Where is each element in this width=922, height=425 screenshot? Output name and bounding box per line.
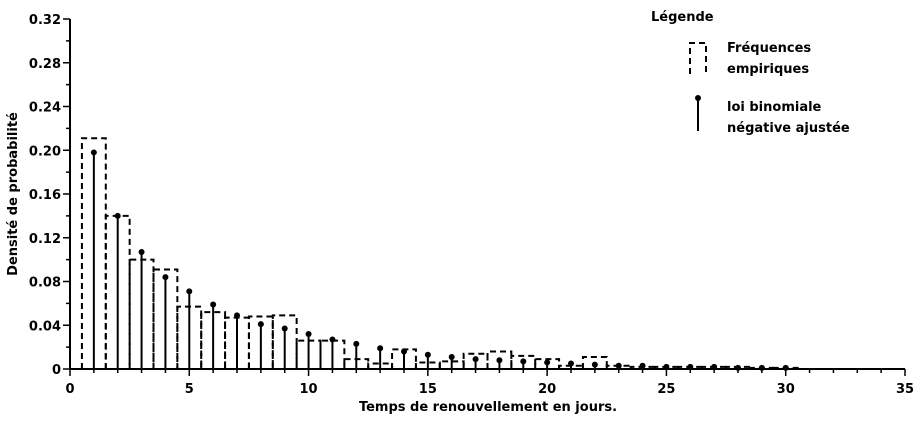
fitted-point — [568, 360, 574, 367]
empirical-bar — [247, 315, 274, 369]
fitted-point — [114, 212, 121, 219]
empirical-bar — [534, 358, 561, 369]
fitted-point — [448, 353, 455, 360]
fitted-point — [305, 331, 312, 337]
fitted-point — [281, 325, 288, 332]
fitted-point — [424, 351, 431, 358]
x-tick-label: 0 — [65, 382, 74, 397]
legend-entry-1-line-2: empiriques — [727, 62, 809, 77]
x-tick-label: 5 — [185, 382, 194, 397]
fitted-point — [591, 361, 598, 368]
fitted-point — [782, 364, 789, 371]
fitted-point — [186, 288, 193, 295]
x-tick-label: 20 — [538, 382, 556, 397]
legend-dashed-bar-symbol — [689, 42, 707, 74]
x-tick-label: 30 — [777, 382, 795, 397]
empirical-bar — [581, 355, 608, 369]
fitted-point — [353, 340, 360, 347]
fitted-point — [377, 345, 384, 352]
fitted-point — [544, 359, 551, 366]
fitted-point — [687, 363, 694, 370]
x-tick-label: 25 — [657, 382, 675, 397]
fitted-point — [90, 149, 97, 156]
x-tick-label: 10 — [300, 382, 318, 397]
empirical-bar — [486, 350, 513, 369]
fitted-point — [496, 357, 503, 364]
fitted-point — [472, 356, 479, 363]
y-tick-label: 0.16 — [29, 188, 61, 203]
y-tick-label: 0.24 — [29, 101, 61, 116]
fitted-point — [234, 312, 240, 319]
fitted-point — [663, 363, 670, 370]
legend: Légende Fréquences empiriques loi binomiale… — [651, 10, 850, 136]
empirical-bar — [510, 354, 537, 369]
y-tick-label: 0.20 — [29, 144, 61, 159]
fitted-point — [329, 336, 336, 343]
fitted-point — [401, 348, 407, 355]
legend-title: Légende — [651, 10, 714, 25]
axes: 0 5 10 15 20 25 30 35 0 0.04 0.08 0.12 0.16 0.20 0.24 0… — [29, 13, 914, 397]
fitted-point — [257, 321, 264, 328]
fitted-point — [639, 362, 646, 369]
empirical-bar — [152, 268, 179, 369]
y-tick-label: 0.12 — [29, 232, 61, 247]
y-tick-label: 0.04 — [29, 319, 61, 334]
empirical-bar — [271, 314, 298, 369]
fitted-point — [711, 363, 718, 370]
legend-entry-2-line-2: négative ajustée — [727, 121, 850, 136]
legend-entry-2-line-1: loi binomiale — [727, 100, 822, 115]
fitted-point — [735, 364, 741, 371]
legend-entry-1-line-1: Fréquences — [727, 41, 811, 56]
x-axis-title: Temps de renouvellement en jours. — [359, 400, 617, 415]
fitted-point — [615, 362, 622, 369]
fitted-point — [162, 274, 169, 281]
fitted-point — [758, 364, 765, 371]
y-tick-label: 0.32 — [29, 13, 61, 28]
x-tick-label: 35 — [896, 382, 914, 397]
y-tick-label: 0 — [52, 363, 61, 378]
legend-stem-dot — [695, 95, 701, 101]
y-axis-title: Densité de probabilité — [6, 112, 21, 276]
fitted-point — [138, 248, 145, 255]
fitted-point — [210, 301, 217, 308]
y-tick-label: 0.28 — [29, 57, 61, 72]
fitted-point — [520, 358, 527, 365]
x-tick-label: 15 — [419, 382, 437, 397]
y-tick-label: 0.08 — [29, 276, 61, 291]
fitted-stems — [90, 149, 789, 371]
